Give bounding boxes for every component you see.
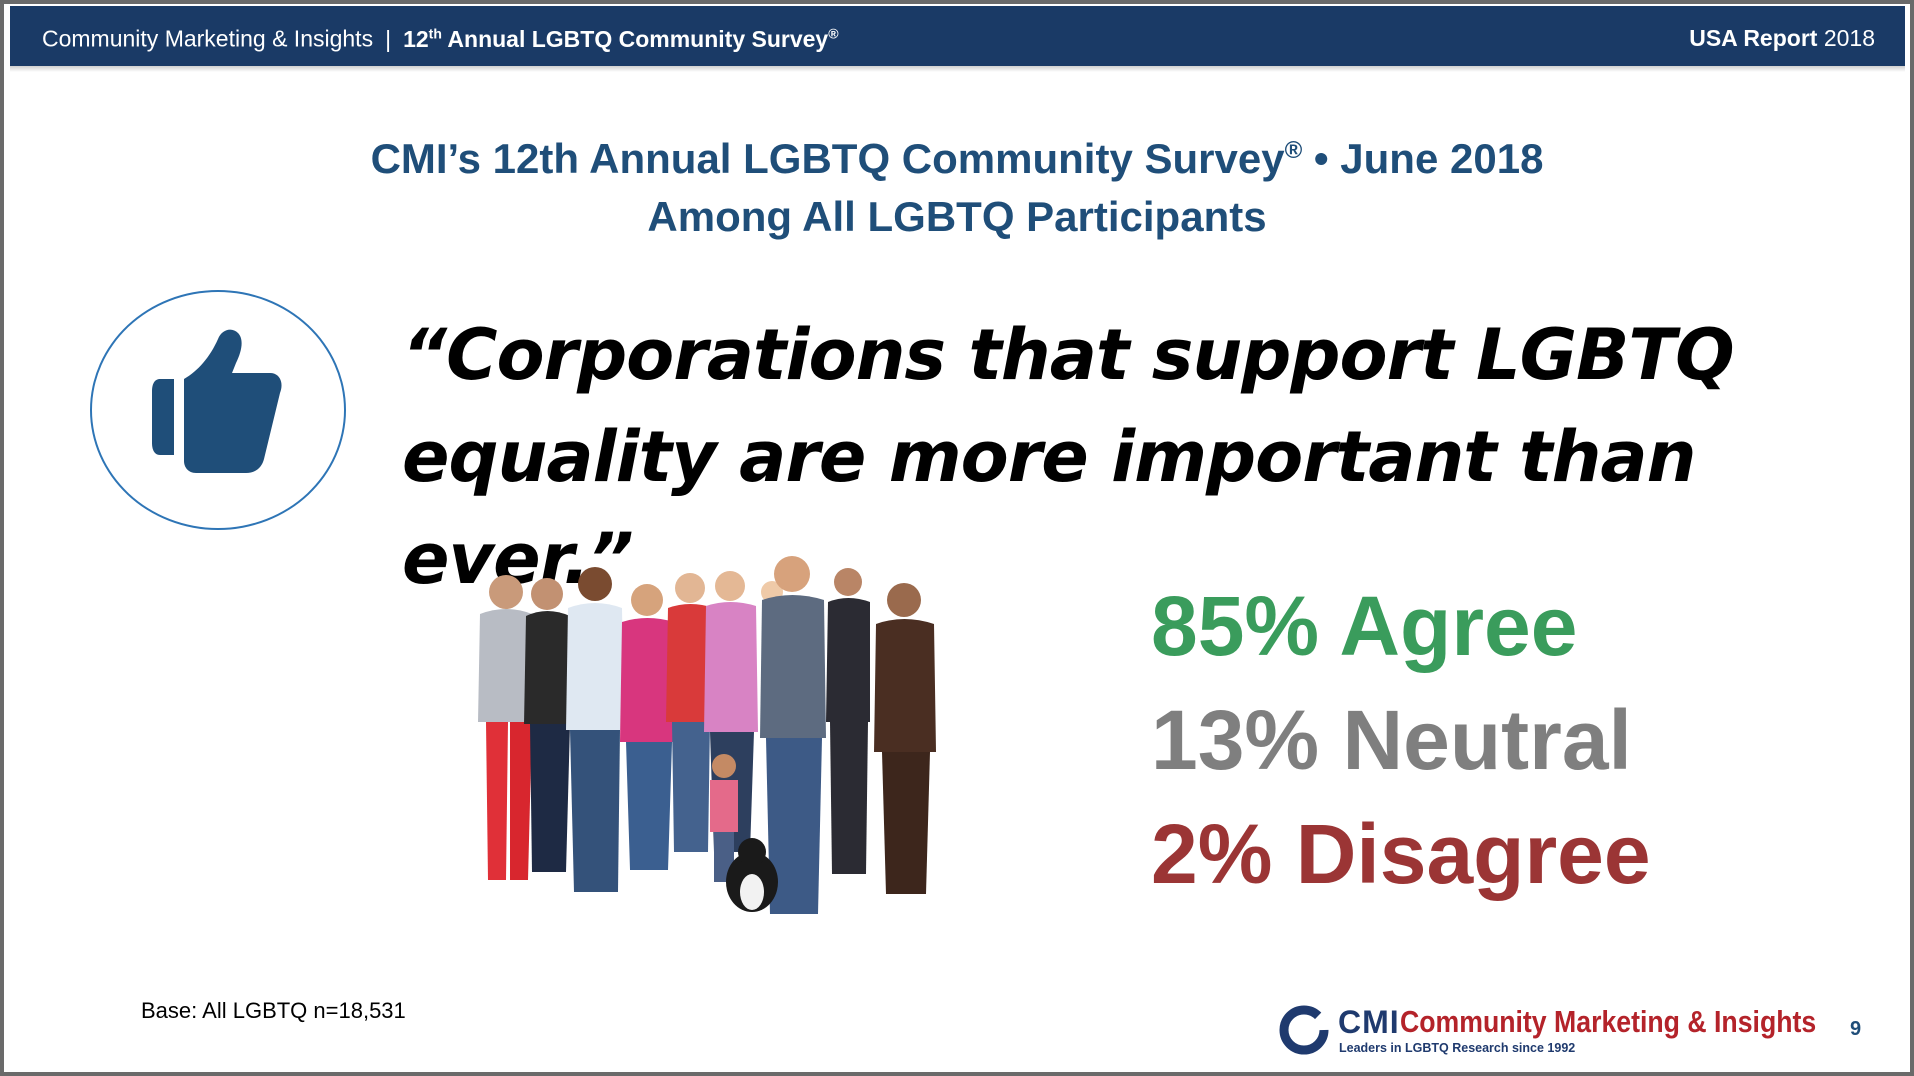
- header-report-label: USA Report 2018: [1689, 25, 1875, 52]
- title-line-2: Among All LGBTQ Participants: [647, 193, 1267, 240]
- report-year: 2018: [1817, 25, 1875, 51]
- result-disagree: 2% Disagree: [1151, 807, 1651, 901]
- person-3: [566, 567, 624, 892]
- person-5: [666, 573, 714, 852]
- thumbs-up-icon: [152, 329, 282, 473]
- header-separator: |: [385, 25, 392, 52]
- header-left: Community Marketing & Insights | 12th Annu…: [42, 25, 839, 53]
- header-company: Community Marketing & Insights: [42, 25, 374, 52]
- person-9: [874, 583, 936, 894]
- person-4: [620, 584, 676, 870]
- title-main: CMI’s 12th Annual LGBTQ Community Survey: [370, 135, 1285, 182]
- logo-tagline: Leaders in LGBTQ Research since 1992: [1339, 1041, 1576, 1055]
- header-bar: Community Marketing & Insights | 12th Annu…: [10, 6, 1905, 66]
- cmi-logo: CMI Community Marketing & Insights Leade…: [1278, 1002, 1838, 1058]
- slide-title: CMI’s 12th Annual LGBTQ Community Survey…: [4, 122, 1910, 246]
- survey-name: Annual LGBTQ Community Survey: [441, 25, 829, 52]
- title-line-1: CMI’s 12th Annual LGBTQ Community Survey…: [4, 122, 1910, 188]
- quote-line-1: “Corporations that support LGBTQ: [402, 314, 1735, 396]
- title-date: • June 2018: [1302, 135, 1544, 182]
- dog: [726, 838, 778, 912]
- group-photo: [478, 556, 936, 914]
- result-agree: 85% Agree: [1151, 579, 1578, 673]
- cmi-logo-ring: [1279, 1005, 1329, 1055]
- title-registered-mark: ®: [1284, 137, 1303, 164]
- page-number: 9: [1850, 1018, 1862, 1040]
- person-8: [826, 568, 870, 874]
- header-survey-title: 12th Annual LGBTQ Community Survey®: [403, 25, 839, 52]
- registered-mark: ®: [828, 25, 839, 41]
- person-1: [478, 575, 536, 880]
- survey-ordinal: th: [428, 25, 442, 41]
- quote-text: “Corporations that support LGBTQ equalit…: [402, 304, 1802, 610]
- result-neutral: 13% Neutral: [1151, 693, 1632, 787]
- thumb-badge: [90, 290, 346, 530]
- logo-company-name: Community Marketing & Insights: [1400, 1004, 1817, 1039]
- logo-cmi-text: CMI: [1338, 1004, 1400, 1040]
- survey-number: 12: [403, 25, 429, 52]
- base-note: Base: All LGBTQ n=18,531: [141, 998, 406, 1023]
- quote-line-2: equality are more important than ever.”: [402, 416, 1697, 600]
- header-shadow: [10, 66, 1905, 72]
- person-7: [760, 556, 826, 914]
- person-2: [524, 578, 572, 872]
- report-name: USA Report: [1689, 25, 1818, 51]
